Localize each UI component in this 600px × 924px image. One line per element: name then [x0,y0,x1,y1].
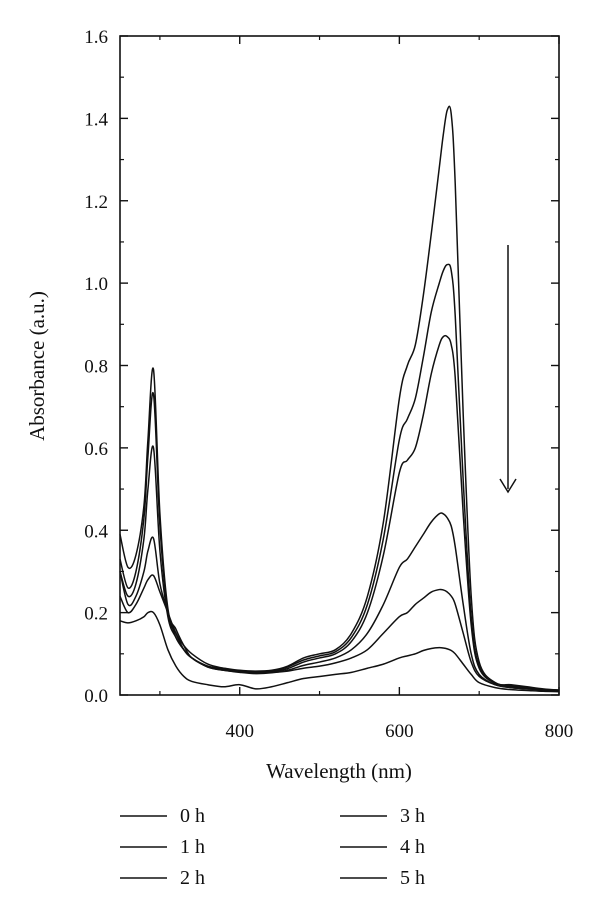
x-axis-title: Wavelength (nm) [266,759,412,783]
y-tick-label: 0.6 [84,439,108,460]
y-tick-label: 0.2 [84,604,108,625]
legend-label: 2 h [180,867,205,889]
x-axis: 400 600 800 [159,36,574,742]
y-axis-title: Absorbance (a.u.) [25,291,49,441]
y-tick-label: 1.2 [84,192,108,213]
downward-arrow-annotation [499,245,517,494]
x-tick-label: 600 [385,721,414,742]
y-tick-label: 1.6 [84,27,108,48]
arrow-head [499,478,517,494]
x-tick-label: 400 [225,721,254,742]
y-tick-label: 0.0 [84,686,108,707]
y-tick-label: 1.0 [84,274,108,295]
legend-label: 0 h [180,805,205,827]
series-line-4 [119,512,560,692]
series-line-3 [119,334,560,692]
plot-frame [119,35,560,696]
series-line-2 [119,263,560,691]
y-axis: 0.0 0.2 0.4 0.6 0.8 1.0 1.2 1.4 1.6 [84,27,559,707]
series-line-6 [119,610,560,693]
legend-label: 4 h [400,836,425,858]
legend-label: 5 h [400,867,425,889]
y-tick-label: 0.8 [84,357,108,378]
y-tick-label: 0.4 [84,521,108,542]
series-line-5 [119,574,560,692]
series-line-1 [119,105,560,691]
x-tick-label: 800 [545,721,574,742]
legend-label: 1 h [180,836,205,858]
legend: 0 h 1 h 2 h 3 h 4 h 5 h [120,805,425,889]
legend-label: 3 h [400,805,425,827]
series-lines [119,105,560,693]
y-tick-label: 1.4 [84,109,108,130]
